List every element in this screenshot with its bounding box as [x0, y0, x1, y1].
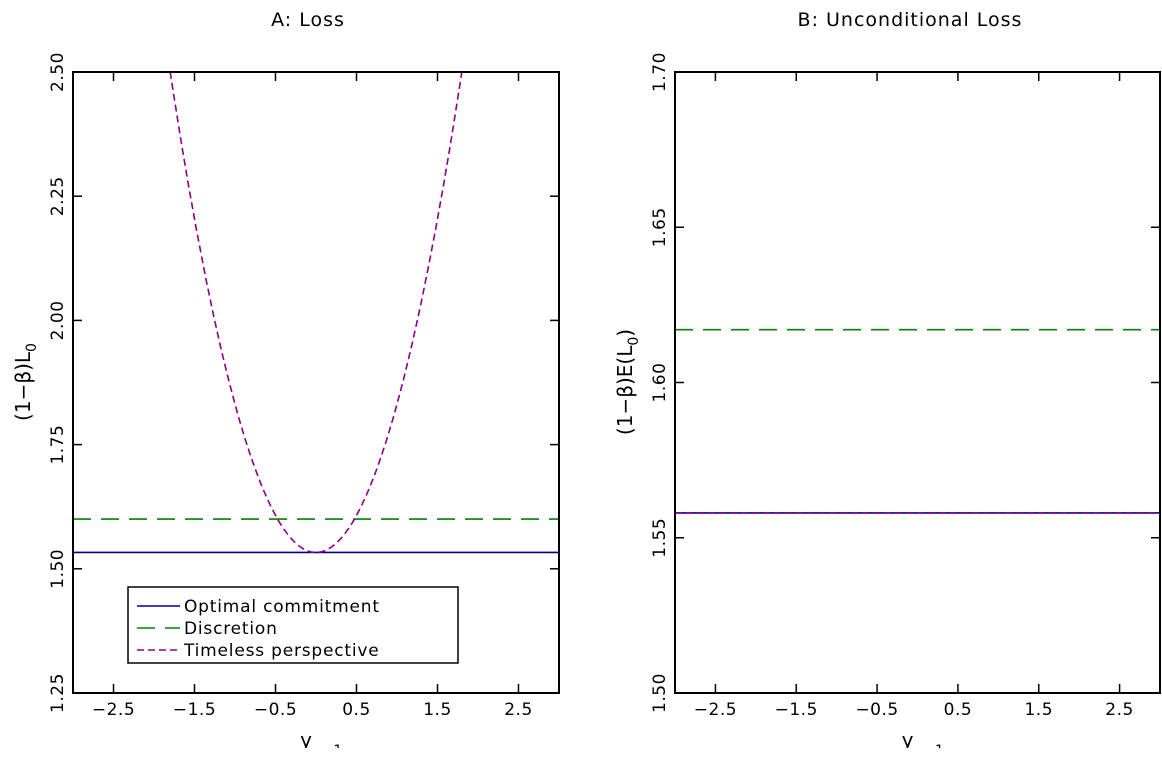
y-tick-label: 1.75	[48, 425, 68, 465]
x-tick-label: −0.5	[254, 700, 297, 720]
x-tick-label: −2.5	[92, 700, 135, 720]
y-tick-label: 1.50	[48, 549, 68, 589]
x-axis-label-text: y	[300, 728, 312, 752]
y-axis-label: (1−β)E(L0)	[613, 329, 642, 435]
x-tick-label: 0.5	[944, 700, 973, 720]
legend-label: Optimal commitment	[184, 597, 380, 617]
series-line-short-dash	[169, 72, 463, 554]
x-tick-label: −2.5	[694, 700, 737, 720]
legend-label: Timeless perspective	[183, 641, 380, 661]
chart-title: B: Unconditional Loss	[798, 9, 1023, 31]
y-axis-label-text: (1−β)E(L0)	[613, 329, 642, 435]
y-tick-label: 1.25	[48, 673, 68, 713]
x-tick-label: −1.5	[173, 700, 216, 720]
x-tick-label: 0.5	[342, 700, 371, 720]
chart-panel-unconditional-loss: B: Unconditional Loss −2.5 −1.5 −0.5 0.5 1.5…	[613, 9, 1161, 759]
chart-panel-loss: A: Loss −2.5 −1.5 −0.5 0.5 1.5 2.5 1.25 1.50 1.7…	[11, 9, 560, 759]
y-tick-label: 1.60	[650, 363, 670, 403]
x-tick-label: 2.5	[504, 700, 533, 720]
y-axis-label: (1−β)L0	[11, 343, 40, 421]
plot-frame	[674, 71, 1161, 694]
y-axis-label-text: (1−β)L0	[11, 343, 40, 421]
y-tick-label: 1.65	[650, 207, 670, 247]
plot-frame	[72, 71, 560, 694]
y-tick-label: 2.00	[48, 300, 68, 340]
x-axis-label-text: y	[902, 728, 914, 752]
legend-box	[127, 586, 459, 664]
y-tick-label: 1.50	[650, 673, 670, 713]
x-tick-label: 2.5	[1105, 700, 1134, 720]
y-tick-label: 2.25	[48, 176, 68, 216]
x-tick-label: 1.5	[423, 700, 452, 720]
y-tick-label: 1.55	[650, 518, 670, 558]
x-tick-label: 1.5	[1024, 700, 1053, 720]
x-tick-label: −0.5	[855, 700, 898, 720]
x-tick-label: −1.5	[775, 700, 818, 720]
chart-title: A: Loss	[271, 9, 345, 31]
y-tick-label: 1.70	[650, 52, 670, 92]
legend-label: Discretion	[184, 619, 278, 639]
y-tick-label: 2.50	[48, 52, 68, 92]
caption-strip	[0, 748, 1162, 761]
